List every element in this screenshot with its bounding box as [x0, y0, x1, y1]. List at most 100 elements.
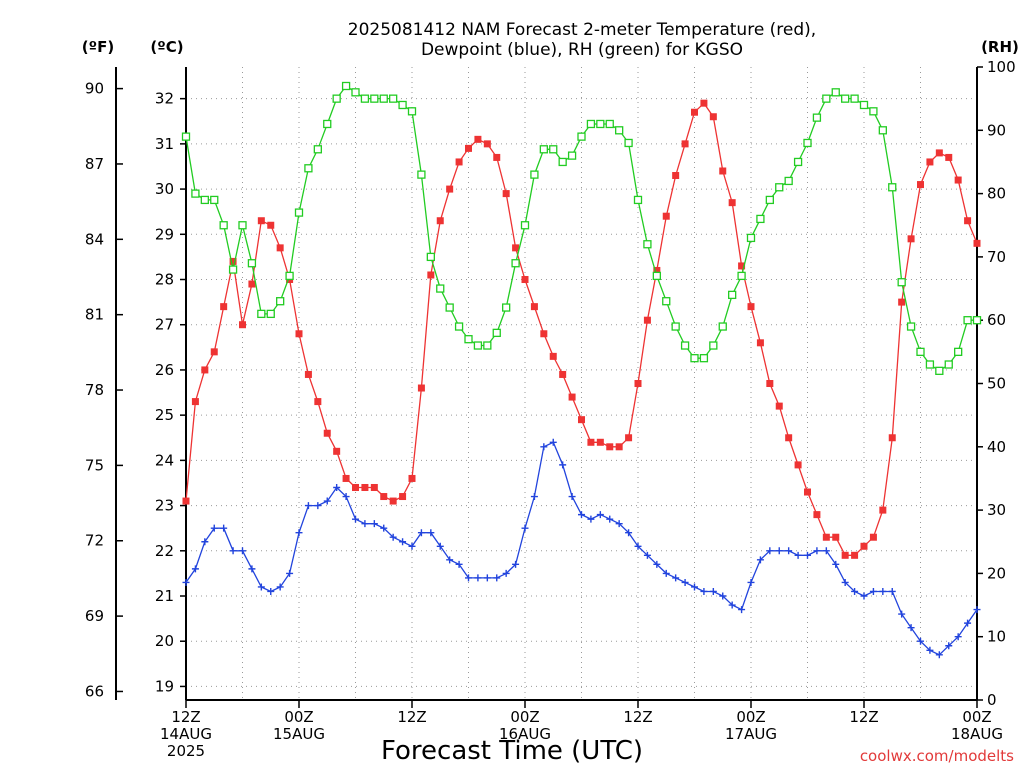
temperature-point: [738, 262, 746, 270]
rh-point: [549, 145, 558, 154]
dewpoint-point: [681, 578, 689, 586]
rh-point: [596, 119, 605, 129]
rh-tick-label: 60: [987, 311, 1006, 329]
chart-title-line-2: Dewpoint (blue), RH (green) for KGSO: [421, 40, 743, 60]
rh-point: [709, 341, 718, 350]
dewpoint-point: [672, 574, 680, 582]
x-axis-title: Forecast Time (UTC): [381, 736, 643, 766]
temperature-point: [446, 185, 454, 193]
x-tick-label: 00Z: [962, 708, 991, 726]
dewpoint-point: [888, 587, 896, 595]
temperature-point: [653, 266, 661, 274]
rh-point: [191, 189, 200, 198]
dewpoint-point: [455, 560, 463, 568]
rh-point: [511, 259, 520, 268]
dewpoint-point: [954, 633, 962, 641]
temperature-point: [625, 434, 633, 442]
dewpoint-point: [813, 547, 821, 555]
temperature-point: [530, 303, 538, 311]
rh-point: [351, 88, 360, 97]
fahrenheit-tick-label: 75: [85, 456, 104, 474]
rh-point: [228, 265, 238, 274]
dewpoint-point: [342, 493, 350, 501]
rh-point: [520, 221, 530, 230]
dewpoint-point: [596, 511, 604, 519]
rh-point: [624, 138, 633, 148]
rh-point: [586, 119, 596, 129]
temperature-point: [521, 276, 529, 284]
temperature-point: [465, 144, 472, 152]
dewpoint-point: [229, 547, 237, 555]
rh-line: [185, 85, 977, 372]
credit-link[interactable]: coolwx.com/modelts: [860, 747, 1014, 765]
rh-tick-label: 40: [987, 438, 1006, 456]
celsius-tick-label: 19: [155, 677, 174, 695]
rh-point: [906, 322, 916, 331]
temperature-point: [455, 158, 463, 166]
dewpoint-point: [286, 569, 294, 577]
rh-tick-label: 30: [987, 501, 1006, 519]
temperature-point: [267, 221, 275, 229]
dewpoint-point: [832, 560, 840, 568]
temperature-point: [756, 339, 764, 347]
rh-point: [266, 309, 275, 319]
dewpoint-point: [248, 565, 256, 573]
dewpoint-point: [370, 520, 378, 528]
dewpoint-point: [917, 637, 924, 645]
rh-point: [379, 94, 388, 103]
temperature-point: [257, 217, 265, 225]
rh-tick-label: 20: [987, 564, 1006, 582]
rh-point: [332, 94, 341, 103]
x-tick-label: 15AUG: [273, 725, 325, 743]
series-layer: [181, 81, 982, 659]
rh-point: [341, 81, 351, 91]
rh-point: [294, 208, 304, 217]
temperature-point: [672, 172, 680, 180]
dewpoint-point: [512, 560, 520, 568]
dewpoint-point: [973, 606, 981, 614]
rh-point: [690, 354, 699, 363]
dewpoint-point: [804, 551, 811, 559]
dewpoint-point: [417, 529, 425, 537]
dewpoint-point: [653, 560, 661, 568]
temperature-point: [643, 316, 651, 324]
rh-point: [954, 347, 963, 357]
dewpoint-point: [879, 587, 887, 595]
dewpoint-point: [634, 542, 642, 550]
rh-point: [869, 107, 878, 116]
rh-tick-label: 100: [987, 58, 1016, 76]
rh-tick-label: 0: [987, 691, 997, 709]
rh-point: [577, 132, 586, 141]
rh-point: [878, 126, 887, 135]
dewpoint-point: [926, 646, 934, 654]
fahrenheit-tick-label: 78: [85, 381, 104, 399]
temperature-point: [945, 153, 953, 161]
temperature-point: [361, 483, 369, 491]
rh-tick-label: 80: [987, 185, 1006, 203]
temperature-point: [248, 280, 256, 288]
temperature-point: [239, 321, 246, 329]
rh-tick-label: 90: [987, 121, 1006, 139]
dewpoint-point: [521, 524, 529, 532]
dewpoint-point: [756, 556, 764, 564]
rh-point: [492, 328, 501, 338]
temperature-point: [380, 493, 388, 501]
temperature-point: [408, 474, 416, 482]
temperature-point: [747, 303, 755, 311]
temperature-point: [869, 533, 877, 541]
dewpoint-point: [352, 515, 359, 523]
chart-title-line-1: 2025081412 NAM Forecast 2-meter Temperat…: [348, 20, 816, 40]
rh-point: [756, 214, 765, 224]
rh-point: [473, 341, 483, 350]
dewpoint-point: [436, 542, 444, 550]
rh-point: [417, 170, 426, 179]
dewpoint-point: [785, 547, 793, 555]
rh-point: [662, 297, 671, 306]
celsius-tick-label: 31: [155, 135, 174, 153]
temperature-point: [785, 434, 793, 442]
rh-point: [680, 341, 690, 350]
x-tick-label: 00Z: [284, 708, 313, 726]
x-tick-label: 18AUG: [951, 725, 1003, 743]
dewpoint-point: [559, 461, 567, 469]
rh-point: [671, 322, 680, 331]
